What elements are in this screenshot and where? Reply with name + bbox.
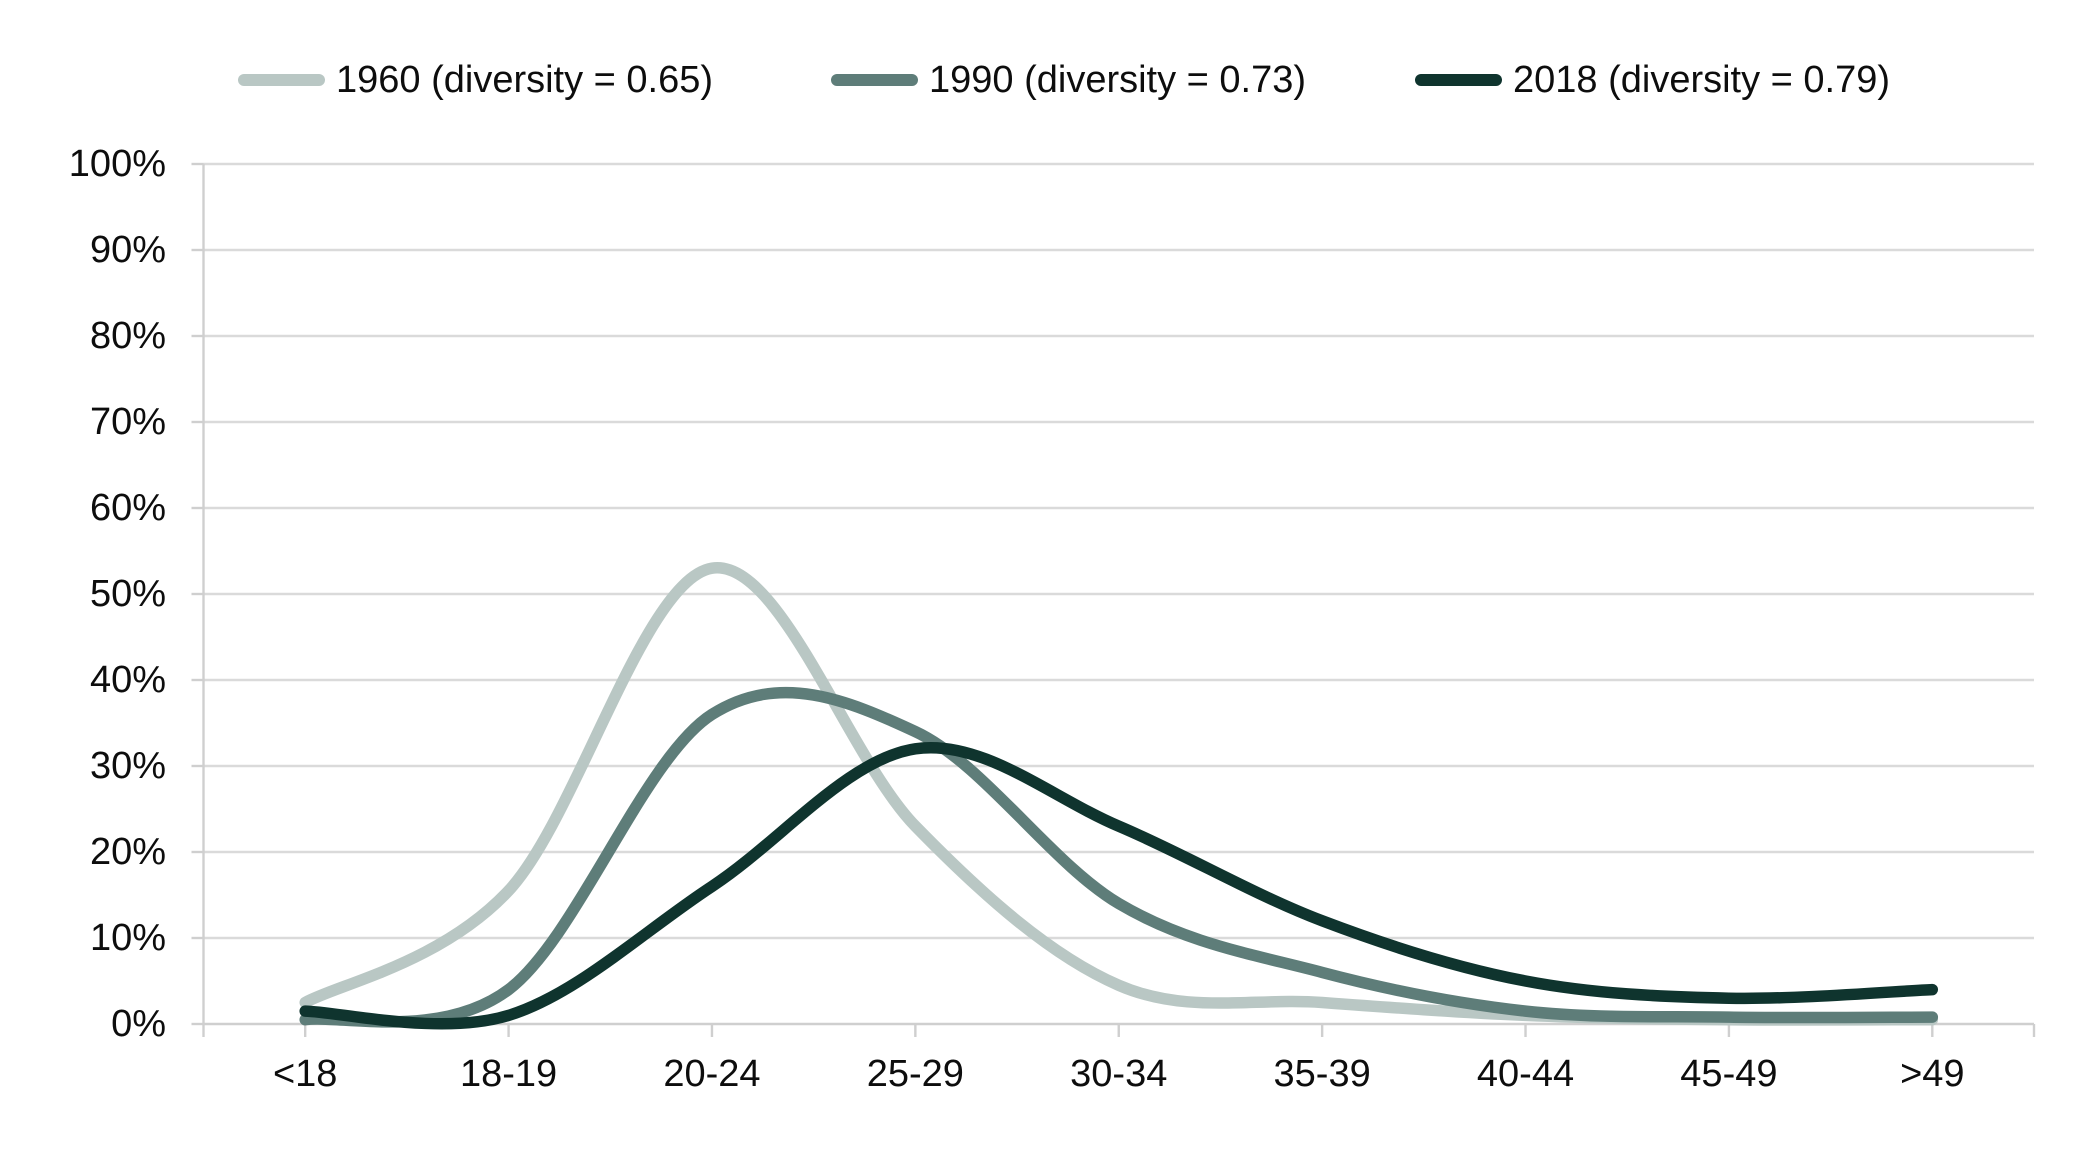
y-axis-label-10pct: 10% [89, 917, 166, 959]
legend-item-1990: 1990 (diversity = 0.73) [831, 58, 1306, 102]
x-axis-label-30-34: 30-34 [1070, 1053, 1168, 1095]
series-line-2018 [299, 741, 1939, 1030]
x-axis-label-45-49: 45-49 [1680, 1053, 1778, 1095]
x-axis-label-35-39: 35-39 [1273, 1053, 1371, 1095]
y-axis-label-20pct: 20% [89, 831, 166, 873]
legend-swatch-1960 [238, 74, 325, 86]
y-axis-label-90pct: 90% [89, 229, 166, 271]
x-axis-label->49: >49 [1900, 1053, 1965, 1095]
x-axis-label-40-44: 40-44 [1476, 1053, 1575, 1095]
x-axis-label-25-29: 25-29 [866, 1053, 964, 1095]
y-axis-label-100pct: 100% [68, 143, 166, 185]
series-line-1990 [299, 686, 1939, 1028]
x-axis-label-<18: <18 [272, 1053, 338, 1095]
legend-label-2018: 2018 (diversity = 0.79) [1513, 58, 1891, 101]
legend-swatch-1990 [831, 74, 918, 86]
legend-item-2018: 2018 (diversity = 0.79) [1415, 58, 1890, 102]
y-axis-label-30pct: 30% [89, 745, 166, 787]
x-axis-label-18-19: 18-19 [459, 1053, 558, 1095]
x-axis-label-20-24: 20-24 [663, 1053, 761, 1095]
y-axis-label-60pct: 60% [89, 487, 166, 529]
legend-swatch-2018 [1415, 74, 1502, 86]
y-axis-label-70pct: 70% [89, 401, 166, 443]
y-axis-label-50pct: 50% [89, 573, 166, 615]
legend-item-1960: 1960 (diversity = 0.65) [238, 58, 713, 102]
y-axis-label-40pct: 40% [89, 659, 166, 701]
y-axis-label-80pct: 80% [89, 315, 166, 357]
legend-label-1960: 1960 (diversity = 0.65) [336, 58, 714, 101]
y-axis-label-0pct: 0% [111, 1003, 166, 1045]
legend-label-1990: 1990 (diversity = 0.73) [929, 58, 1307, 101]
